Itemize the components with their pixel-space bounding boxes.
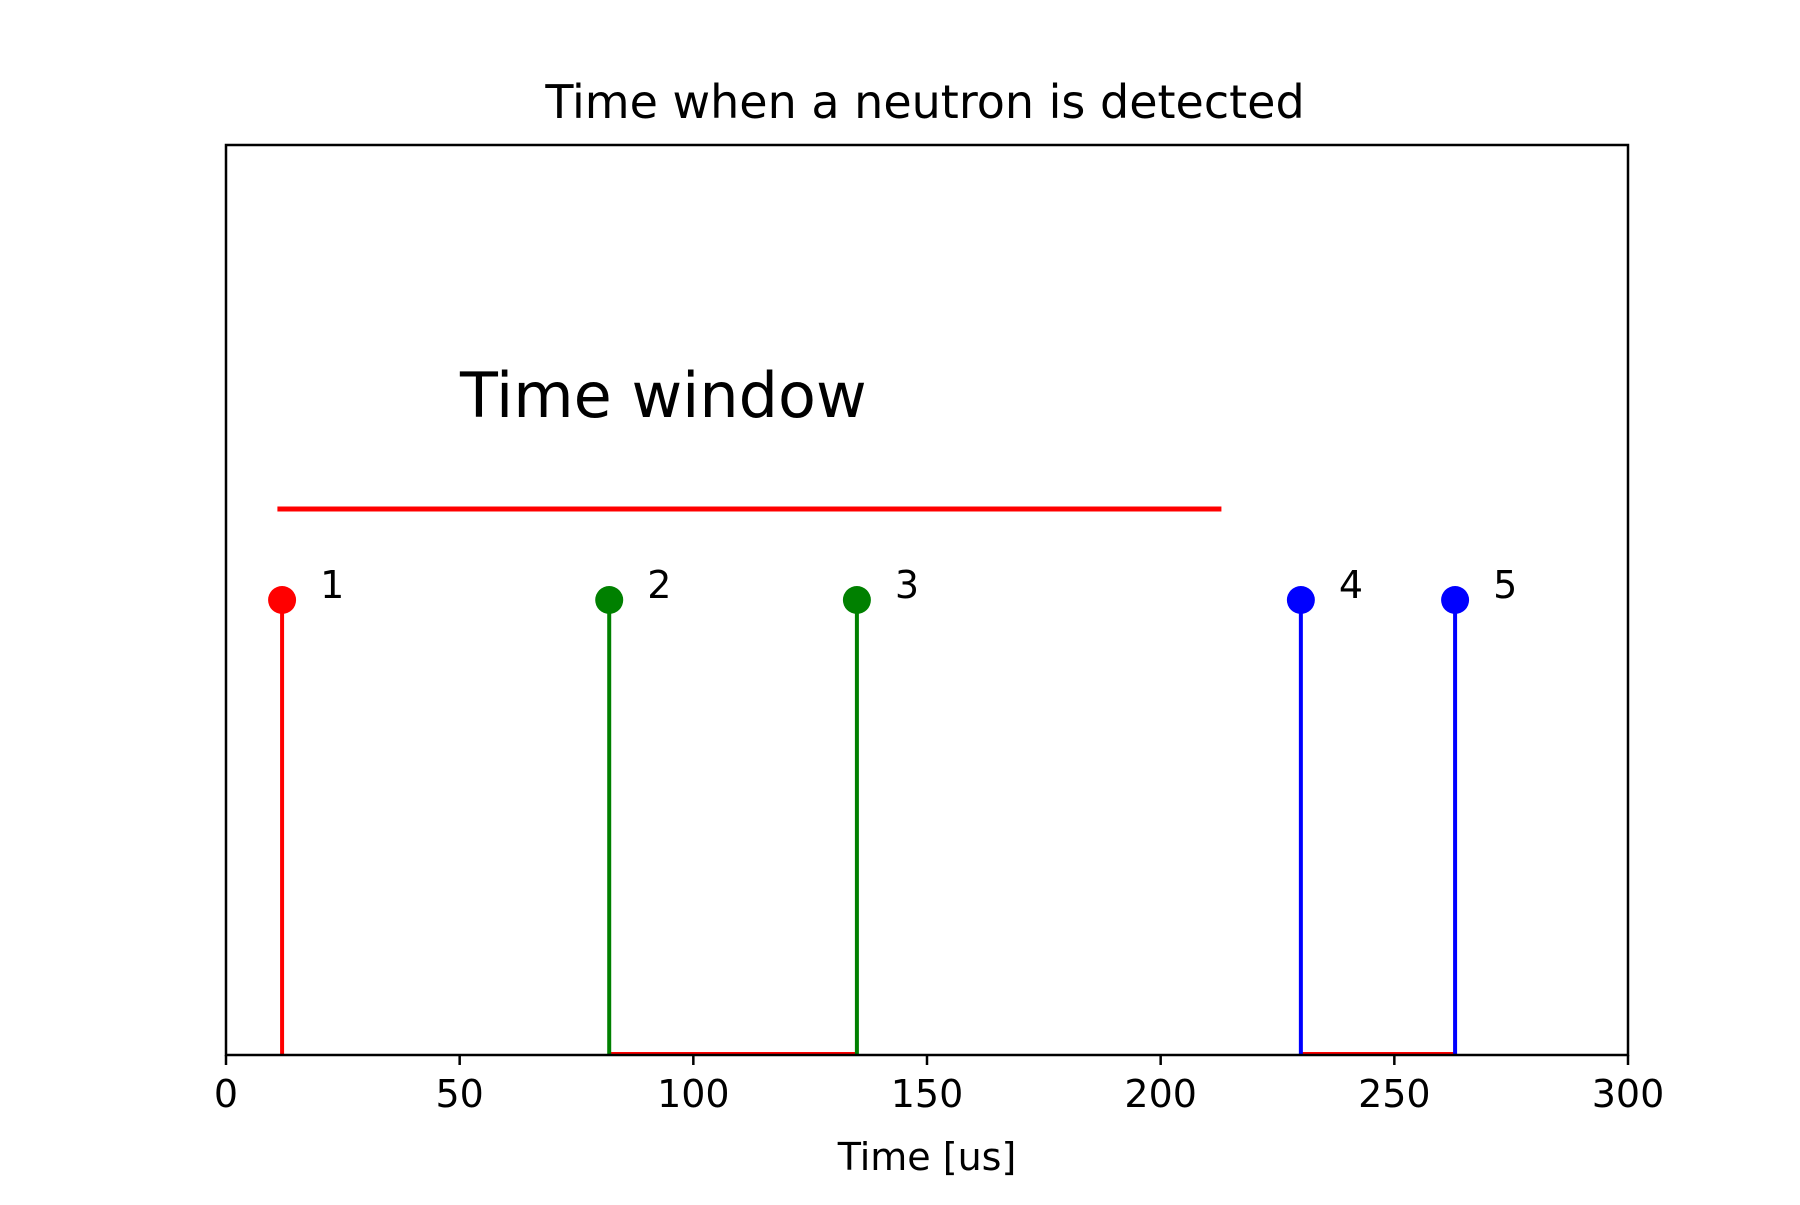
x-tick-label: 0 [214, 1072, 238, 1116]
stem-label: 5 [1493, 563, 1517, 607]
x-axis-ticks: 0 50 100 150 200 250 300 [214, 1055, 1664, 1116]
stem-label: 3 [895, 563, 919, 607]
stem-label: 4 [1339, 563, 1363, 607]
x-axis-label: Time [us] [837, 1135, 1017, 1179]
x-tick-label: 100 [657, 1072, 730, 1116]
x-tick-label: 50 [435, 1072, 483, 1116]
stem-label: 1 [320, 563, 344, 607]
x-tick-label: 300 [1592, 1072, 1665, 1116]
x-tick-label: 150 [891, 1072, 964, 1116]
stem-label: 2 [647, 563, 671, 607]
stem-marker [268, 586, 297, 614]
chart-title: Time when a neutron is detected [544, 75, 1304, 129]
stem-marker [595, 586, 624, 614]
stem-marker [1286, 586, 1315, 614]
plot-area: Time window 1 2 3 4 5 [268, 359, 1517, 1055]
stem-marker [1441, 586, 1470, 614]
x-tick-label: 250 [1358, 1072, 1431, 1116]
x-tick-label: 200 [1124, 1072, 1197, 1116]
time-window-label: Time window [459, 359, 867, 432]
stem-marker [842, 586, 871, 614]
